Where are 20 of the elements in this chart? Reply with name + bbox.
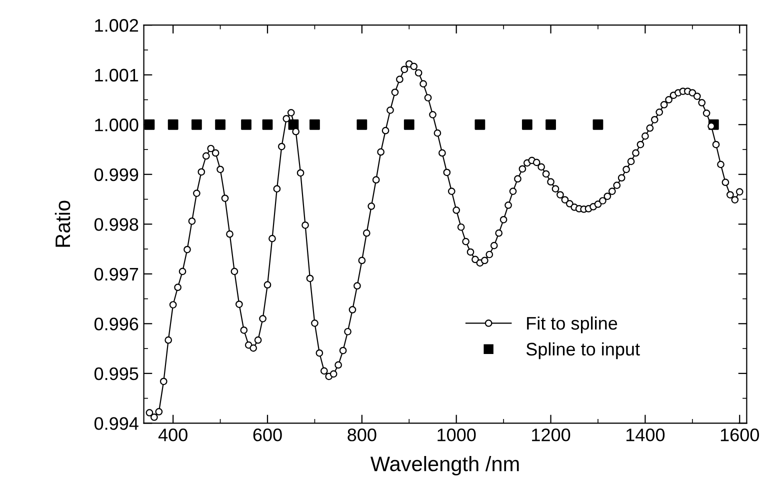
y-tick-label: 0.996 (94, 318, 138, 330)
y-tick-label: 1.000 (95, 118, 138, 132)
y-tick-label: 1.002 (95, 19, 138, 32)
y-tick-label: 0.999 (94, 168, 138, 182)
y-axis-title: Ratio (54, 200, 70, 247)
legend-label: Fit to spline (527, 316, 618, 334)
x-axis-title: Wavelength /nm (370, 456, 519, 476)
y-tick-label: 0.997 (94, 268, 138, 281)
y-tick-label: 0.994 (94, 417, 138, 430)
y-tick-label: 0.995 (94, 367, 138, 380)
y-tick-label: 0.998 (94, 218, 138, 231)
x-tick-label: 800 (348, 428, 376, 442)
x-tick-label: 1600 (720, 428, 759, 442)
x-tick-label: 1000 (438, 428, 476, 442)
x-tick-label: 600 (253, 428, 282, 442)
legend-label: Spline to input (526, 342, 640, 360)
y-tick-label: 1.001 (95, 68, 138, 82)
x-tick-label: 400 (158, 428, 188, 442)
x-tick-label: 1400 (626, 428, 665, 442)
x-tick-label: 1200 (532, 428, 570, 442)
